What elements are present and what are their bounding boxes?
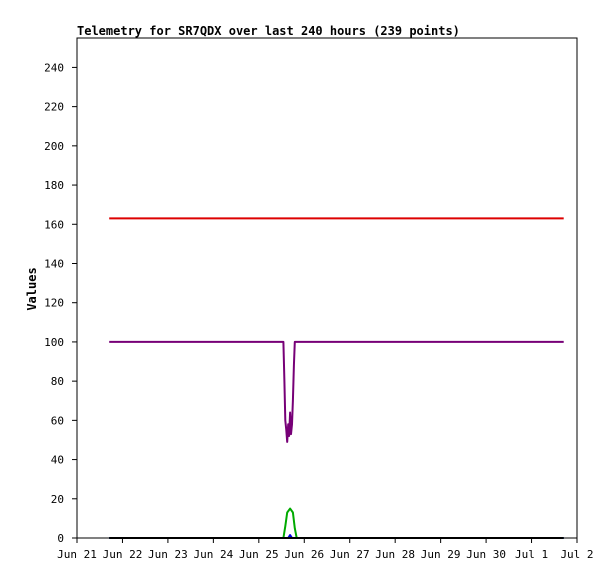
x-tick-label: Jun 27 bbox=[330, 548, 370, 561]
plot-area bbox=[76, 37, 578, 539]
y-tick-label: 220 bbox=[44, 101, 64, 114]
chart-title: Telemetry for SR7QDX over last 240 hours… bbox=[77, 24, 460, 38]
y-tick-label: 240 bbox=[44, 61, 64, 74]
y-tick-label: 60 bbox=[51, 414, 64, 427]
series-line bbox=[109, 507, 564, 539]
y-tick-label: 20 bbox=[51, 493, 64, 506]
y-tick-label: 40 bbox=[51, 454, 64, 467]
x-tick-label: Jun 29 bbox=[421, 548, 461, 561]
x-tick-label: Jun 30 bbox=[466, 548, 506, 561]
x-tick-label: Jun 21 bbox=[57, 548, 97, 561]
x-tick-label: Jun 24 bbox=[193, 548, 233, 561]
y-tick-label: 200 bbox=[44, 140, 64, 153]
y-tick-label: 0 bbox=[57, 532, 64, 545]
x-tick-label: Jul 1 bbox=[515, 548, 548, 561]
x-tick-label: Jun 23 bbox=[148, 548, 188, 561]
x-tick-label: Jun 26 bbox=[284, 548, 324, 561]
y-tick-label: 140 bbox=[44, 257, 64, 270]
y-axis-label: Values bbox=[25, 267, 39, 310]
x-tick-label: Jun 25 bbox=[239, 548, 279, 561]
x-tick-label: Jul 2 bbox=[560, 548, 593, 561]
y-tick-label: 120 bbox=[44, 297, 64, 310]
x-tick-label: Jun 28 bbox=[375, 548, 415, 561]
y-tick-label: 100 bbox=[44, 336, 64, 349]
y-tick-label: 160 bbox=[44, 218, 64, 231]
y-tick-label: 180 bbox=[44, 179, 64, 192]
x-tick-label: Jun 22 bbox=[103, 548, 143, 561]
y-tick-label: 80 bbox=[51, 375, 64, 388]
series-line bbox=[109, 340, 564, 443]
